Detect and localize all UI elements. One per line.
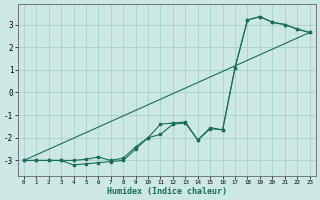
X-axis label: Humidex (Indice chaleur): Humidex (Indice chaleur) [107,187,227,196]
